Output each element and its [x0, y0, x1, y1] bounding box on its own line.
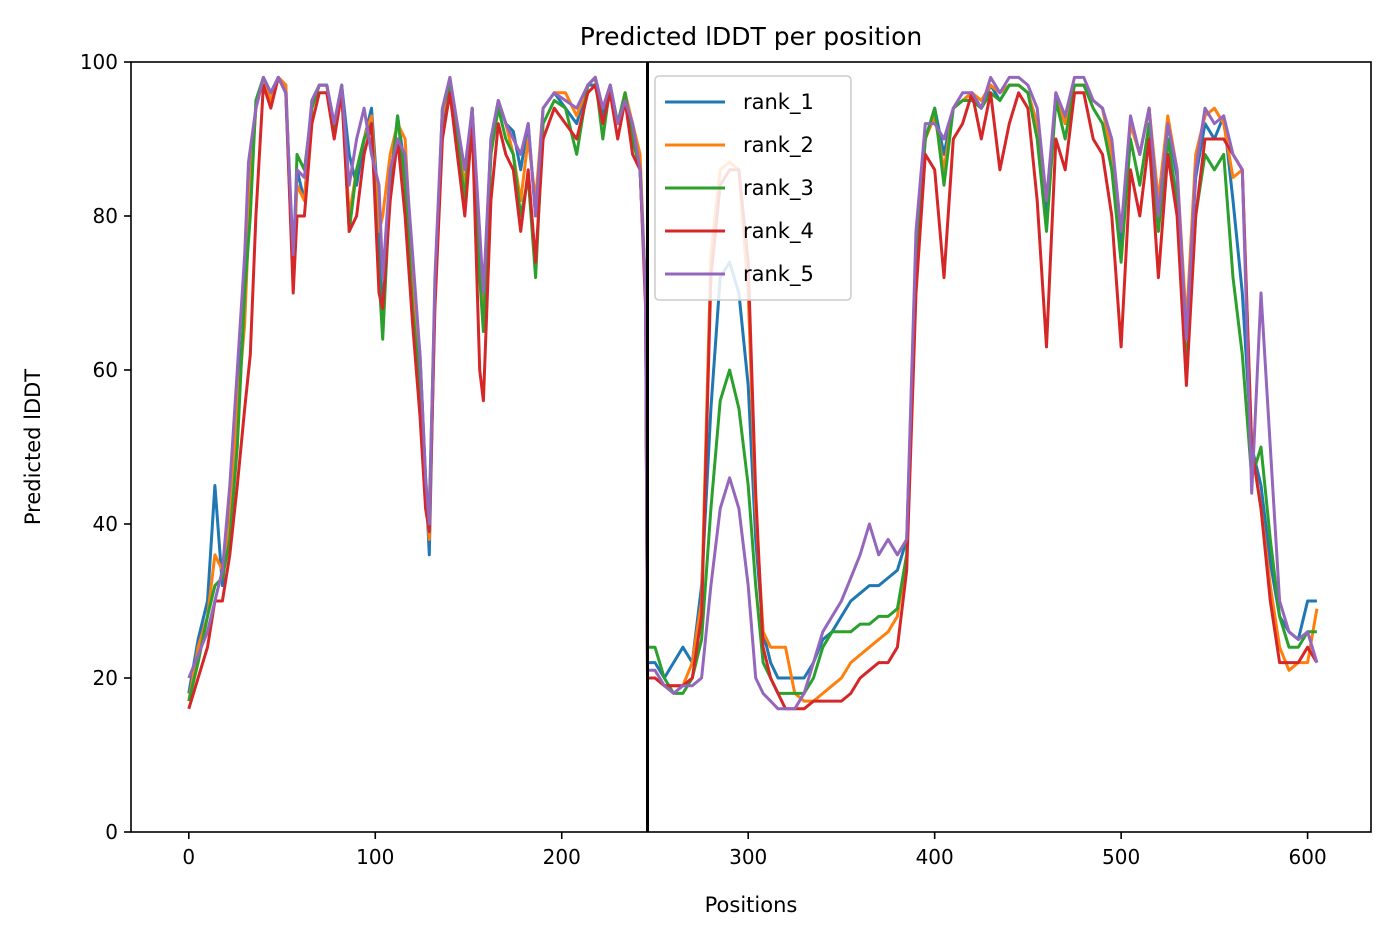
legend-box: [654, 75, 852, 301]
legend-label-rank_4: rank_4: [743, 219, 814, 244]
legend-label-rank_5: rank_5: [743, 262, 814, 287]
legend: rank_1 rank_2 rank_3 rank_4 rank_5: [654, 75, 852, 301]
series-line-rank_5: [187, 75, 1319, 711]
x-tick-label: 100: [356, 845, 394, 869]
legend-label-rank_2: rank_2: [743, 133, 814, 158]
y-axis-label: Predicted lDDT: [21, 369, 45, 525]
plot-frame: [130, 61, 1372, 833]
series-line-rank_4: [187, 75, 1319, 711]
x-tick-label: 300: [729, 845, 767, 869]
y-tick-label: 0: [105, 820, 118, 844]
legend-label-rank_3: rank_3: [743, 176, 814, 201]
x-tick-label: 200: [543, 845, 581, 869]
series-layer: [187, 75, 1319, 711]
x-axis-ticks: 0 100 200 300 400 500 600: [182, 832, 1327, 869]
x-tick-label: 400: [916, 845, 954, 869]
x-tick-label: 0: [182, 845, 195, 869]
legend-label-rank_1: rank_1: [743, 90, 814, 115]
y-tick-label: 60: [93, 358, 118, 382]
chart-title: Predicted lDDT per position: [580, 22, 922, 51]
x-tick-label: 500: [1102, 845, 1140, 869]
y-tick-label: 20: [93, 666, 118, 690]
y-tick-label: 80: [93, 204, 118, 228]
y-tick-label: 100: [80, 50, 118, 74]
y-axis-ticks: 0 20 40 60 80 100: [80, 50, 131, 844]
x-tick-label: 600: [1289, 845, 1327, 869]
y-tick-label: 40: [93, 512, 118, 536]
x-axis-label: Positions: [705, 893, 798, 917]
